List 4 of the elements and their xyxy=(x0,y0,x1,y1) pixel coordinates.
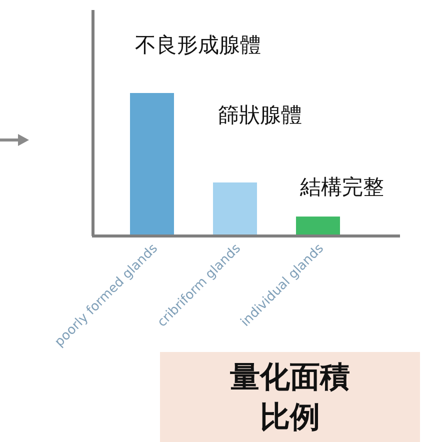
text: 不良形成腺體 xyxy=(135,33,261,57)
annotation: 結構完整 xyxy=(299,175,384,199)
text: 量化面積比例 xyxy=(160,352,420,442)
annotation: 篩狀腺體 xyxy=(218,103,302,127)
